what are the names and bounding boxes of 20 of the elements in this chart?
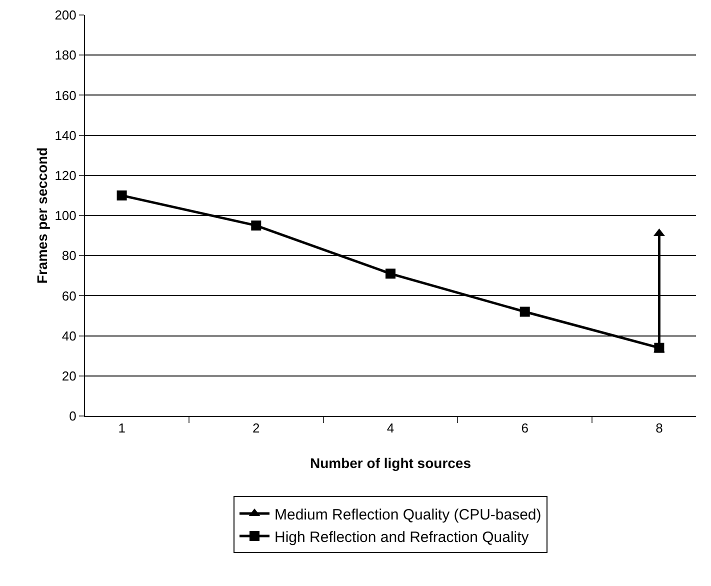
x-axis-title: Number of light sources bbox=[310, 455, 472, 471]
legend-label: Medium Reflection Quality (CPU-based) bbox=[274, 506, 542, 524]
y-tick-label: 60 bbox=[62, 288, 76, 304]
y-tick-label: 40 bbox=[62, 328, 76, 344]
x-tick-label: 4 bbox=[386, 420, 394, 436]
x-tick-label: 2 bbox=[252, 420, 260, 436]
x-tick-label: 1 bbox=[118, 420, 126, 436]
legend-label: High Reflection and Refraction Quality bbox=[274, 528, 530, 546]
y-tick-label: 180 bbox=[54, 48, 76, 63]
y-tick-label: 100 bbox=[54, 208, 76, 224]
y-tick-label: 20 bbox=[62, 368, 76, 384]
y-tick-label: 0 bbox=[69, 408, 76, 424]
y-tick-label: 80 bbox=[62, 248, 76, 264]
y-tick-label: 160 bbox=[54, 88, 76, 103]
y-axis-title: Frames per seccond bbox=[34, 147, 50, 284]
x-tick-label: 6 bbox=[521, 420, 528, 436]
y-tick-label: 200 bbox=[54, 8, 76, 23]
x-tick-label: 8 bbox=[656, 420, 663, 436]
y-tick-label: 120 bbox=[54, 168, 76, 183]
y-tick-label: 140 bbox=[54, 128, 76, 143]
